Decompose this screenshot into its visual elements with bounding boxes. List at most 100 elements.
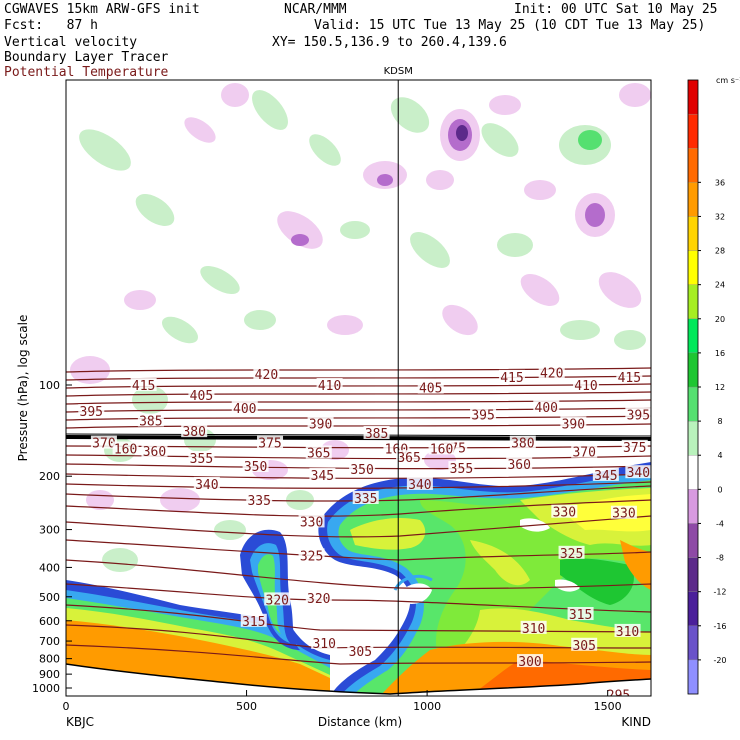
theta-label: 395	[471, 408, 494, 423]
theta-label-bg	[298, 514, 325, 528]
terrain	[66, 664, 651, 696]
colorbar-label: 4	[717, 451, 722, 460]
theta-label: 295	[607, 688, 630, 703]
theta-label: 410	[574, 379, 597, 394]
x-axis: 0 500 1000 1500	[63, 690, 622, 713]
theta-label: 335	[354, 492, 377, 507]
theta-label-bg	[560, 416, 587, 430]
colorbar-label: 12	[715, 383, 725, 392]
model-title: CGWAVES 15km ARW-GFS init	[4, 2, 200, 17]
field-vertical-velocity: Vertical velocity	[4, 35, 138, 50]
theta-label-bg	[498, 369, 525, 383]
theta-label: 355	[450, 462, 473, 477]
theta-label-bg	[309, 467, 336, 481]
colorbar-swatch	[687, 420, 699, 456]
colorbar-label: 28	[715, 247, 725, 256]
theta-label: 395	[80, 405, 103, 420]
colorbar-swatch	[687, 250, 699, 285]
theta-label-bg	[137, 413, 164, 427]
y-axis-label: Pressure (hPa), log scale	[16, 315, 30, 462]
x-tick-label: 0	[63, 700, 70, 713]
theta-labels: 415 420 410 405 415 420 410 415 395 405 400 395 400 3…	[78, 365, 651, 703]
init-time: Init: 00 UTC Sat 10 May 25	[514, 2, 718, 17]
theta-label: 405	[190, 389, 213, 404]
theta-label: 350	[350, 463, 373, 478]
theta-label: 300	[518, 655, 541, 670]
theta-label: 370	[572, 446, 595, 461]
colorbar-swatch	[687, 625, 699, 661]
theta-label-bg	[520, 620, 547, 634]
theta-label-bg	[78, 404, 105, 418]
y-tick-label: 500	[39, 591, 60, 604]
theta-label: 160	[430, 442, 453, 457]
theta-label: 400	[535, 401, 558, 416]
theta-label-bg	[307, 416, 334, 430]
theta-label-bg	[509, 435, 536, 449]
colorbar-swatch	[687, 318, 699, 354]
colorbar-swatch	[687, 386, 699, 422]
theta-label-bg	[396, 450, 423, 464]
theta-label-bg	[264, 592, 291, 606]
theta-label-bg	[538, 365, 565, 379]
theta-label: 340	[408, 478, 431, 493]
theta-label-bg	[428, 441, 455, 455]
colorbar-label: 24	[715, 281, 725, 290]
colorbar-unit: cm s⁻¹	[716, 76, 740, 85]
theta-label-bg	[605, 687, 632, 696]
theta-label: 365	[397, 451, 420, 466]
colorbar-label: 8	[717, 417, 722, 426]
theta-label: 310	[616, 625, 639, 640]
station-right-label: KIND	[621, 715, 651, 729]
theta-label: 305	[572, 639, 595, 654]
theta-label-bg	[349, 461, 376, 475]
theta-label: 390	[309, 418, 332, 433]
colorbar-swatch	[687, 523, 699, 558]
theta-label: 415	[618, 371, 641, 386]
plot-area: 415 420 410 405 415 420 410 415 395 405 400 395 400 3…	[66, 80, 651, 703]
theta-label: 340	[195, 478, 218, 493]
theta-label: 350	[244, 460, 267, 475]
colorbar-swatch	[687, 182, 699, 217]
theta-label-bg	[246, 493, 273, 507]
colorbar-label: -4	[716, 519, 724, 528]
station-left-label: KBJC	[66, 715, 94, 729]
colorbar-swatch	[687, 489, 699, 524]
theta-label: 325	[560, 547, 583, 562]
theta-label: 360	[507, 458, 530, 473]
theta-label: 325	[300, 549, 323, 564]
theta-label: 160	[114, 442, 137, 457]
x-tick-label: 1500	[594, 700, 622, 713]
theta-label: 415	[500, 371, 523, 386]
forecast-hour: Fcst: 87 h	[4, 18, 98, 33]
theta-label-bg	[141, 443, 168, 457]
colorbar-swatch	[687, 557, 699, 592]
colorbar-label: 36	[715, 178, 725, 187]
theta-label-bg	[257, 435, 284, 449]
theta-label: 395	[627, 408, 650, 423]
theta-label: 420	[255, 368, 278, 383]
tropopause-line-upper	[66, 433, 651, 437]
theta-label-bg	[130, 378, 157, 391]
theta-label-bg	[551, 504, 578, 518]
theta-label: 360	[143, 445, 166, 460]
plot-frame	[65, 79, 652, 697]
org-label: NCAR/MMM	[284, 2, 347, 17]
theta-label-bg	[316, 378, 343, 391]
theta-label-bg	[347, 644, 374, 658]
theta-label: 415	[132, 379, 155, 394]
theta-label-bg	[406, 476, 433, 490]
theta-label-bg	[470, 407, 497, 421]
theta-label-bg	[517, 654, 544, 668]
colorbar-label: 16	[715, 349, 725, 358]
y-tick-label: 1000	[32, 682, 60, 695]
y-tick-label: 600	[39, 615, 60, 628]
theta-label: 315	[569, 608, 592, 623]
theta-label-bg	[592, 467, 619, 481]
theta-label-bg	[90, 435, 117, 449]
colorbar-label: 0	[717, 485, 722, 494]
theta-label: 330	[612, 507, 635, 522]
colorbar-swatch	[687, 352, 699, 388]
colorbar-label: 32	[715, 212, 725, 221]
theta-label: 380	[182, 425, 205, 440]
